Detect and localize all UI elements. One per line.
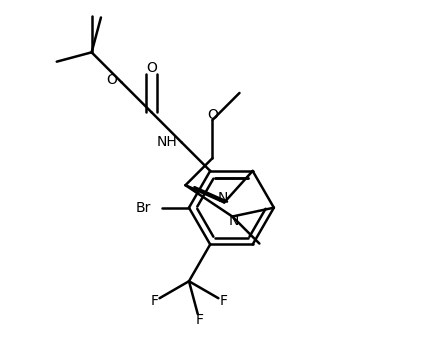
Text: N: N: [217, 191, 228, 205]
Text: N: N: [229, 214, 239, 228]
Text: O: O: [106, 73, 117, 87]
Text: F: F: [195, 313, 203, 327]
Text: F: F: [219, 294, 228, 308]
Text: Br: Br: [135, 201, 151, 215]
Text: O: O: [208, 108, 218, 122]
Text: O: O: [146, 60, 157, 75]
Text: F: F: [150, 294, 159, 308]
Text: NH: NH: [156, 135, 177, 149]
